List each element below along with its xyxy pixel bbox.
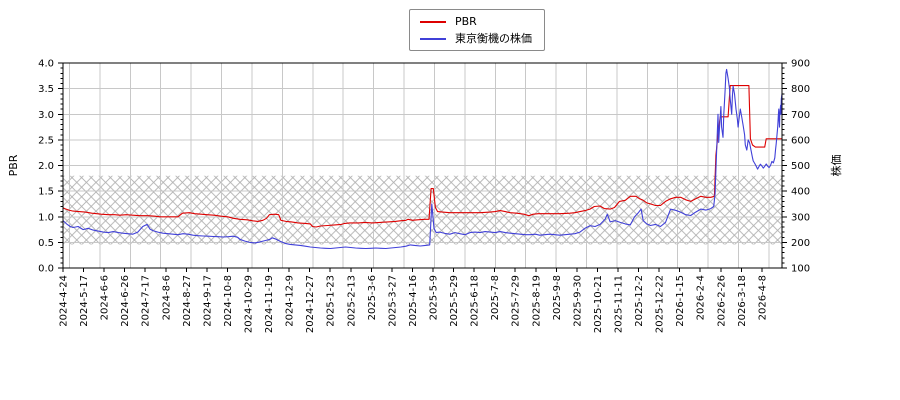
- x-tick-label: 2026-3-18: [737, 275, 748, 327]
- right-tick-label: 500: [791, 161, 810, 172]
- left-axis-title: PBR: [7, 154, 20, 176]
- x-tick-label: 2024-12-9: [285, 275, 296, 327]
- legend-label-pbr: PBR: [455, 15, 477, 28]
- hatch-band-rect: [63, 175, 782, 245]
- legend-line-stock-price-icon: [420, 37, 446, 40]
- x-tick-label: 2025-7-8: [490, 275, 501, 320]
- right-tick-label: 300: [791, 212, 810, 223]
- left-tick-label: 1.5: [38, 187, 54, 198]
- x-tick-label: 2025-3-27: [387, 275, 398, 327]
- x-tick-label: 2026-2-4: [696, 275, 707, 320]
- left-tick-label: 2.5: [38, 135, 54, 146]
- left-tick-label: 0.0: [38, 264, 54, 275]
- x-tick-label: 2024-8-6: [161, 275, 172, 320]
- x-tick-label: 2025-4-16: [408, 275, 419, 327]
- x-tick-label: 2024-8-27: [182, 275, 193, 327]
- right-tick-label: 200: [791, 238, 810, 249]
- x-tick-label: 2025-12-2: [634, 275, 645, 327]
- x-tick-label: 2024-11-19: [264, 275, 275, 333]
- pbr-reference-band: [63, 175, 782, 245]
- x-tick-label: 2024-5-17: [79, 275, 90, 327]
- left-tick-label: 3.5: [38, 84, 54, 95]
- axis-tick-labels: 0.0 0.5 1.0 1.5 2.0 2.5 3.0 3.5 4.0 100 200 300 400 5…: [7, 59, 843, 334]
- left-tick-label: 3.0: [38, 110, 54, 121]
- x-tick-label: 2025-3-6: [367, 275, 378, 320]
- left-tick-label: 0.5: [38, 238, 54, 249]
- series-lines: [62, 68, 783, 250]
- right-tick-label: 700: [791, 110, 810, 121]
- right-tick-label: 800: [791, 84, 810, 95]
- x-tick-label: 2025-7-29: [511, 275, 522, 327]
- right-tick-label: 400: [791, 187, 810, 198]
- series-line-stock-price: [62, 68, 783, 250]
- x-tick-label: 2024-7-17: [141, 275, 152, 327]
- x-tick-label: 2025-5-29: [449, 275, 460, 327]
- legend-label-stock-price: 東京衡機の株価: [455, 32, 532, 45]
- x-tick-label: 2024-10-29: [243, 275, 254, 333]
- x-tick-label: 2025-8-19: [531, 275, 542, 327]
- right-tick-label: 100: [791, 264, 810, 275]
- left-tick-label: 2.0: [38, 161, 54, 172]
- x-tick-label: 2026-1-15: [675, 275, 686, 327]
- left-tick-label: 1.0: [38, 212, 54, 223]
- right-axis-title: 株価: [829, 155, 843, 177]
- right-tick-label: 600: [791, 135, 810, 146]
- left-tick-label: 4.0: [38, 59, 54, 70]
- x-tick-label: 2025-9-8: [552, 275, 563, 320]
- x-tick-label: 2026-2-26: [716, 275, 727, 327]
- x-tick-label: 2024-10-8: [223, 275, 234, 327]
- x-tick-label: 2026-4-8: [757, 275, 768, 320]
- x-tick-label: 2024-12-27: [305, 275, 316, 333]
- axes-and-ticks: [58, 62, 787, 272]
- legend: PBR 東京衡機の株価: [409, 9, 545, 51]
- legend-line-pbr-icon: [420, 20, 446, 23]
- x-tick-label: 2024-9-17: [202, 275, 213, 327]
- x-tick-label: 2024-6-26: [120, 275, 131, 327]
- legend-item-pbr: PBR: [420, 15, 532, 28]
- legend-item-stock-price: 東京衡機の株価: [420, 32, 532, 45]
- x-tick-label: 2025-1-23: [326, 275, 337, 327]
- x-tick-label: 2025-2-13: [346, 275, 357, 327]
- right-tick-label: 900: [791, 59, 810, 70]
- x-tick-label: 2024-6-6: [100, 275, 111, 320]
- x-tick-label: 2025-6-18: [470, 275, 481, 327]
- x-tick-label: 2025-10-21: [593, 275, 604, 333]
- x-tick-label: 2025-5-9: [428, 275, 439, 320]
- x-tick-label: 2025-9-30: [572, 275, 583, 327]
- series-line-pbr: [62, 85, 782, 228]
- x-tick-label: 2025-12-22: [655, 275, 666, 333]
- x-tick-label: 2024-4-24: [59, 275, 70, 327]
- x-tick-label: 2025-11-11: [613, 275, 624, 333]
